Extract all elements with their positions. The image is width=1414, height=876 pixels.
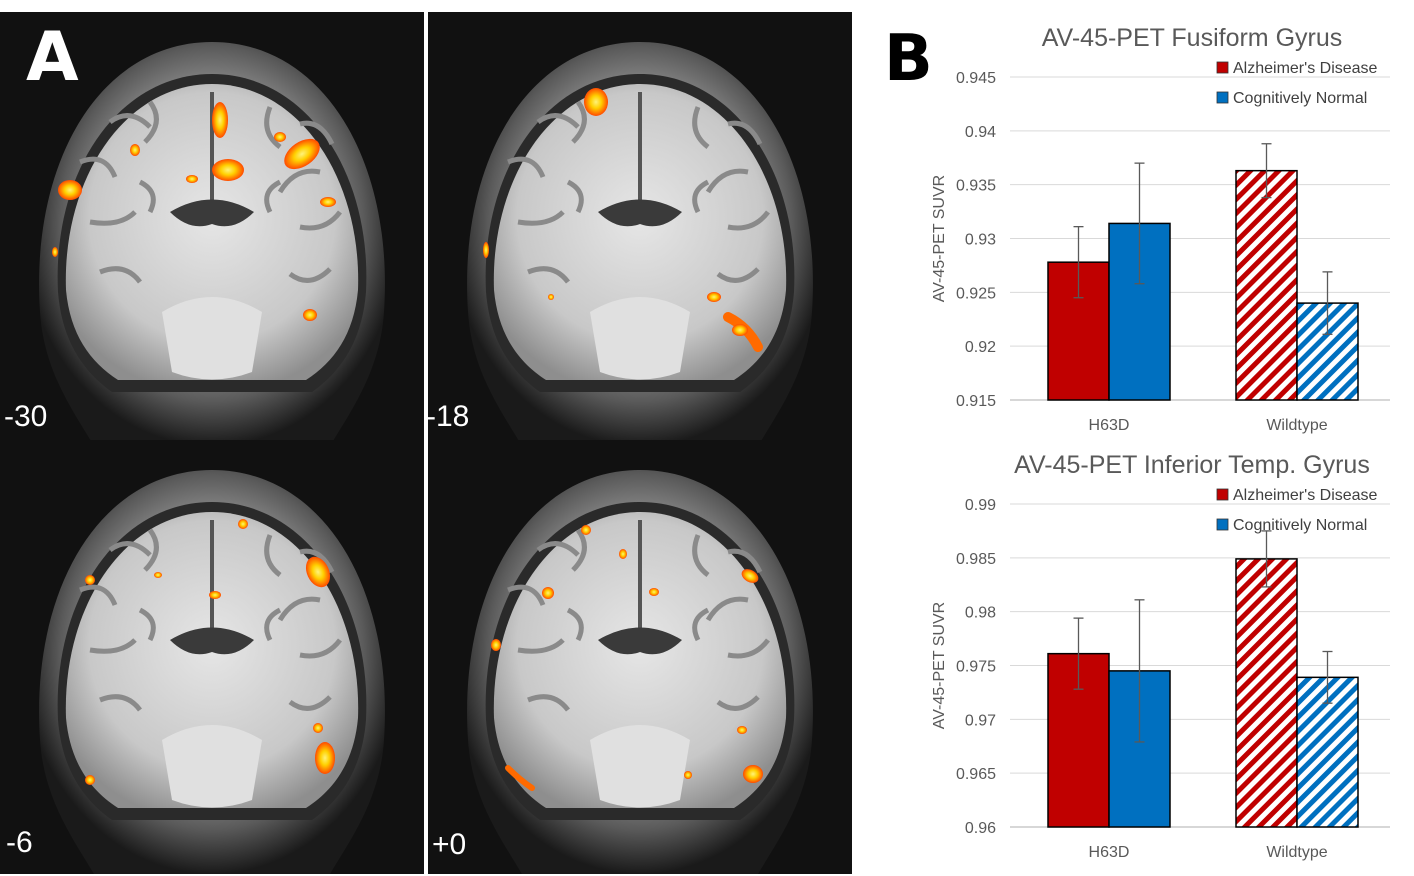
panel-label-a: A: [26, 18, 79, 97]
panel-label-b: B: [884, 22, 933, 96]
legend-swatch: [1216, 91, 1229, 104]
y-tick-label: 0.98: [965, 605, 996, 622]
slice-label: -18: [426, 400, 469, 433]
inferior-temporal-gyrus-chart: AV-45-PET Inferior Temp. Gyrus 0.96 0.965 0…: [931, 451, 1390, 861]
brain-slices-panel: -30 -18 -6 +0 A: [0, 0, 852, 876]
x-tick-label: H63D: [1089, 844, 1130, 861]
legend-label: Alzheimer's Disease: [1233, 60, 1378, 77]
fusiform-gyrus-chart: AV-45-PET Fusiform Gyrus 0.915 0.92 0.925 0.…: [931, 24, 1390, 434]
y-tick-label: 0.985: [956, 551, 996, 568]
x-tick-label: Wildtype: [1266, 844, 1327, 861]
y-axis-label: AV-45-PET SUVR: [931, 175, 948, 302]
y-tick-label: 0.99: [965, 497, 996, 514]
y-tick-label: 0.93: [965, 232, 996, 249]
bar: [1235, 558, 1298, 828]
y-axis-label: AV-45-PET SUVR: [931, 602, 948, 729]
slice-label: +0: [432, 828, 466, 861]
y-tick-label: 0.96: [965, 820, 996, 837]
chart-title: AV-45-PET Fusiform Gyrus: [1042, 24, 1343, 52]
y-tick-label: 0.94: [965, 124, 996, 141]
y-tick-label: 0.935: [956, 178, 996, 195]
x-tick-label: Wildtype: [1266, 417, 1327, 434]
chart-title: AV-45-PET Inferior Temp. Gyrus: [1014, 451, 1370, 479]
bar-charts-panel: B AV-45-PET Fusiform Gyrus 0.915 0.92 0.925…: [884, 22, 1390, 861]
legend-swatch: [1216, 488, 1229, 501]
y-tick-label: 0.97: [965, 712, 996, 729]
y-tick-label: 0.925: [956, 285, 996, 302]
y-tick-label: 0.975: [956, 659, 996, 676]
legend-label: Alzheimer's Disease: [1233, 487, 1378, 504]
legend-label: Cognitively Normal: [1233, 90, 1367, 107]
y-tick-label: 0.92: [965, 339, 996, 356]
bar: [1235, 169, 1298, 401]
y-tick-label: 0.915: [956, 393, 996, 410]
slice-label: -6: [6, 826, 33, 859]
x-tick-label: H63D: [1089, 417, 1130, 434]
y-tick-label: 0.945: [956, 70, 996, 87]
legend-label: Cognitively Normal: [1233, 517, 1367, 534]
y-tick-label: 0.965: [956, 766, 996, 783]
legend-swatch: [1216, 518, 1229, 531]
slice-label: -30: [4, 400, 47, 433]
legend-swatch: [1216, 61, 1229, 74]
